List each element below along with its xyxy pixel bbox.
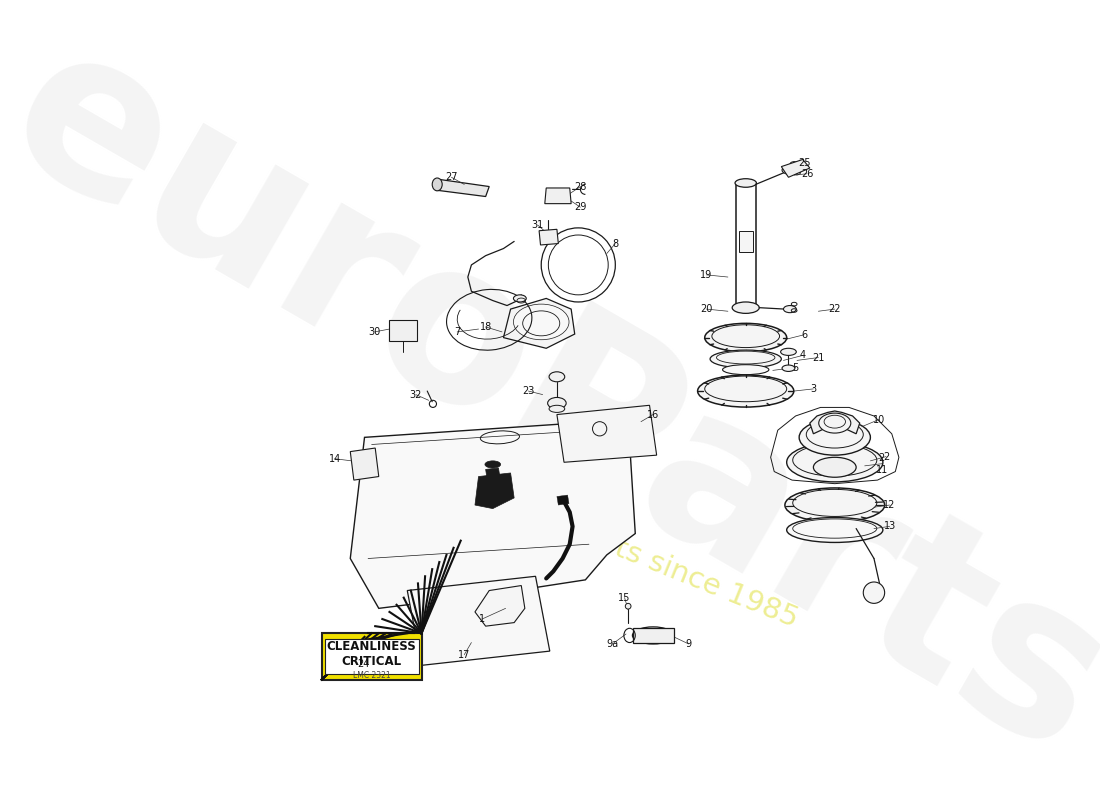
Text: 6: 6 <box>801 330 807 340</box>
Ellipse shape <box>733 302 759 314</box>
Text: 14: 14 <box>329 454 341 464</box>
Ellipse shape <box>735 178 757 187</box>
Text: 27: 27 <box>446 172 458 182</box>
Text: 18: 18 <box>480 322 492 332</box>
Text: 2: 2 <box>883 451 889 462</box>
Ellipse shape <box>800 419 870 455</box>
Polygon shape <box>485 468 499 478</box>
Text: 21: 21 <box>812 353 825 362</box>
Bar <box>389 320 417 341</box>
Text: 13: 13 <box>883 522 895 531</box>
Circle shape <box>625 603 631 609</box>
Polygon shape <box>350 448 378 480</box>
Text: 24: 24 <box>356 659 370 669</box>
Polygon shape <box>738 230 752 252</box>
Text: 25: 25 <box>799 158 811 168</box>
Bar <box>322 634 421 680</box>
Ellipse shape <box>485 461 501 468</box>
Text: 17: 17 <box>458 650 471 660</box>
Text: 32: 32 <box>409 390 422 399</box>
Text: 12: 12 <box>883 500 895 510</box>
Ellipse shape <box>783 306 796 313</box>
Text: 4: 4 <box>800 350 806 361</box>
Text: 19: 19 <box>701 270 713 280</box>
Text: 23: 23 <box>522 386 535 396</box>
Ellipse shape <box>782 166 800 174</box>
Bar <box>634 628 674 642</box>
Text: 26: 26 <box>801 169 813 178</box>
Text: 29: 29 <box>574 202 586 212</box>
Ellipse shape <box>782 365 795 371</box>
Polygon shape <box>475 473 514 509</box>
Text: CLEANLINESS
CRITICAL: CLEANLINESS CRITICAL <box>327 640 417 668</box>
Polygon shape <box>407 576 550 666</box>
Text: 16: 16 <box>647 410 659 419</box>
Ellipse shape <box>705 323 786 352</box>
Ellipse shape <box>548 398 566 409</box>
Polygon shape <box>781 159 810 178</box>
Text: 20: 20 <box>701 304 713 314</box>
Ellipse shape <box>549 372 564 382</box>
Polygon shape <box>475 586 525 626</box>
Text: 5: 5 <box>792 362 799 373</box>
Text: 1: 1 <box>478 614 485 624</box>
Text: a passion for parts since 1985: a passion for parts since 1985 <box>383 442 802 633</box>
Ellipse shape <box>785 488 884 522</box>
Text: 9a: 9a <box>606 639 618 649</box>
Ellipse shape <box>514 304 569 340</box>
Polygon shape <box>810 411 860 434</box>
Text: 7: 7 <box>454 327 460 337</box>
Ellipse shape <box>514 295 526 302</box>
Polygon shape <box>557 406 657 462</box>
Text: 8: 8 <box>613 238 618 249</box>
Polygon shape <box>436 179 490 197</box>
Ellipse shape <box>781 348 796 355</box>
Text: 31: 31 <box>531 220 543 230</box>
Ellipse shape <box>632 627 674 644</box>
Text: 28: 28 <box>574 182 586 191</box>
Ellipse shape <box>711 350 781 368</box>
Ellipse shape <box>786 442 883 482</box>
Ellipse shape <box>432 178 442 191</box>
Text: 22: 22 <box>828 304 842 314</box>
Circle shape <box>864 582 884 603</box>
Bar <box>324 639 419 674</box>
Polygon shape <box>350 419 636 608</box>
Text: 2
11: 2 11 <box>876 453 888 474</box>
Text: 15: 15 <box>618 593 630 602</box>
Text: 3: 3 <box>811 384 816 394</box>
Polygon shape <box>557 495 569 505</box>
Ellipse shape <box>818 413 850 433</box>
Text: LMC 2321: LMC 2321 <box>353 671 390 680</box>
Polygon shape <box>504 298 574 348</box>
Ellipse shape <box>697 375 794 407</box>
Ellipse shape <box>786 518 883 542</box>
Ellipse shape <box>549 406 564 413</box>
Polygon shape <box>539 230 559 245</box>
Text: 10: 10 <box>872 414 886 425</box>
Text: 9: 9 <box>685 639 692 649</box>
Ellipse shape <box>813 458 856 478</box>
Polygon shape <box>544 188 571 204</box>
Ellipse shape <box>723 365 769 374</box>
Text: 30: 30 <box>368 327 381 337</box>
